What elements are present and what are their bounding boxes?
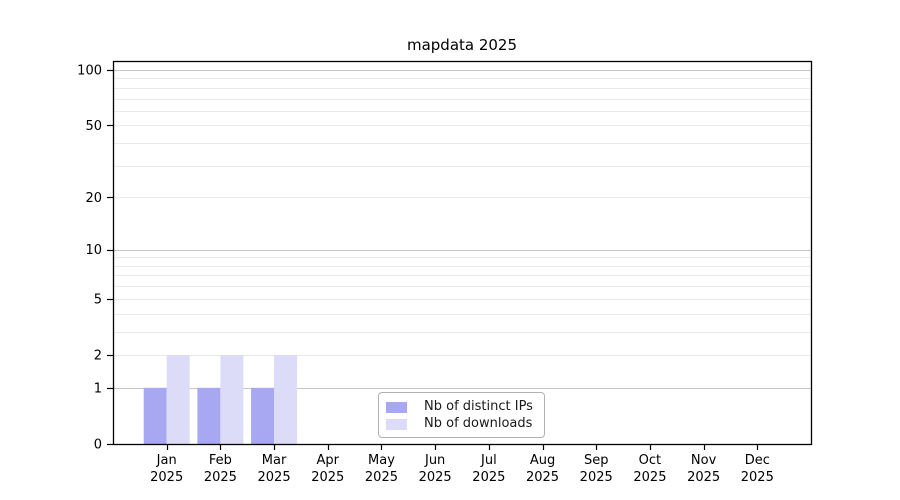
x-tick-label-year: 2025 xyxy=(204,470,237,485)
x-tick-label-year: 2025 xyxy=(311,470,344,485)
x-tick-label-month: Aug xyxy=(530,453,555,468)
x-tick-label-month: Jun xyxy=(424,453,445,468)
x-tick-label-year: 2025 xyxy=(687,470,720,485)
x-tick-label-month: Jan xyxy=(156,453,177,468)
y-tick-label: 20 xyxy=(85,191,102,206)
bar-mar-distinct-ips xyxy=(251,387,275,444)
bar-feb-distinct-ips xyxy=(197,387,221,444)
x-tick-label-year: 2025 xyxy=(419,470,452,485)
legend-item-distinct-ips: Nb of distinct IPs xyxy=(386,399,536,415)
y-tick-label: 0 xyxy=(94,438,102,453)
x-tick-label-month: May xyxy=(368,453,395,468)
legend-label-downloads: Nb of downloads xyxy=(424,416,533,431)
chart-title: mapdata 2025 xyxy=(406,36,518,54)
y-tick-label: 1 xyxy=(94,381,102,396)
x-tick-label-month: Mar xyxy=(262,453,287,468)
legend-swatch-distinct-ips xyxy=(386,401,407,413)
x-tick-label-year: 2025 xyxy=(633,470,666,485)
axes-frame xyxy=(112,60,813,446)
y-tick-label: 10 xyxy=(85,243,102,258)
legend-swatch-downloads xyxy=(386,418,407,430)
bar-feb-downloads xyxy=(220,354,244,444)
y-tick-label: 50 xyxy=(85,119,102,134)
x-tick-label-month: Feb xyxy=(209,453,232,468)
x-tick-label-month: Nov xyxy=(691,453,717,468)
bar-mar-downloads xyxy=(274,354,298,444)
x-tick-label-year: 2025 xyxy=(258,470,291,485)
legend: Nb of distinct IPs Nb of downloads xyxy=(378,392,545,438)
y-tick-label: 5 xyxy=(94,292,102,307)
x-tick-label-month: Jul xyxy=(480,453,497,468)
x-tick-label-month: Apr xyxy=(317,453,340,468)
x-tick-label-month: Sep xyxy=(584,453,609,468)
legend-label-distinct-ips: Nb of distinct IPs xyxy=(424,399,533,414)
x-tick-label-year: 2025 xyxy=(472,470,505,485)
x-tick-label-year: 2025 xyxy=(526,470,559,485)
legend-item-downloads: Nb of downloads xyxy=(386,416,536,432)
x-tick-label-month: Dec xyxy=(745,453,770,468)
x-tick-label-year: 2025 xyxy=(150,470,183,485)
x-tick-label-year: 2025 xyxy=(580,470,613,485)
x-tick-label-year: 2025 xyxy=(741,470,774,485)
y-tick-label: 100 xyxy=(77,64,102,79)
bar-jan-distinct-ips xyxy=(143,387,167,444)
y-tick-label: 2 xyxy=(94,348,102,363)
x-tick-label-year: 2025 xyxy=(365,470,398,485)
bar-jan-downloads xyxy=(166,354,190,444)
x-tick-label-month: Oct xyxy=(639,453,661,468)
